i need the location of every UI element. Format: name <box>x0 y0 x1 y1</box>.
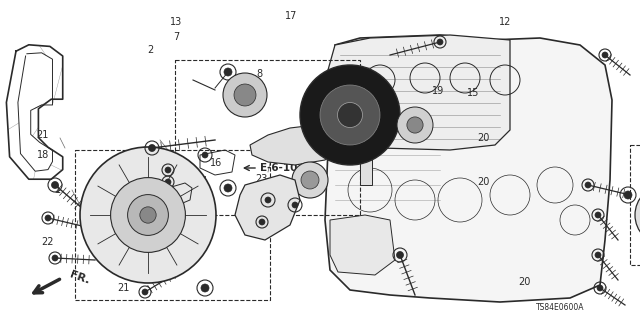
Circle shape <box>595 252 601 258</box>
Circle shape <box>165 167 171 173</box>
Bar <box>75 150 270 300</box>
Text: 15: 15 <box>467 88 480 98</box>
Circle shape <box>407 117 423 133</box>
Circle shape <box>320 85 380 145</box>
Polygon shape <box>328 35 510 150</box>
Text: 16: 16 <box>209 158 222 168</box>
Circle shape <box>224 184 232 192</box>
Text: 7: 7 <box>173 32 179 42</box>
Text: 6: 6 <box>234 105 240 116</box>
Text: 2: 2 <box>147 44 154 55</box>
Circle shape <box>111 178 186 252</box>
Polygon shape <box>235 175 300 240</box>
Text: 3: 3 <box>186 166 192 176</box>
Circle shape <box>51 181 58 188</box>
Text: 5: 5 <box>195 224 202 234</box>
Text: E-6-10: E-6-10 <box>260 163 298 173</box>
Circle shape <box>52 255 58 261</box>
Circle shape <box>202 152 208 158</box>
Text: 11: 11 <box>144 200 157 210</box>
Text: 23: 23 <box>255 174 268 184</box>
Circle shape <box>301 171 319 189</box>
Circle shape <box>624 191 632 199</box>
Circle shape <box>127 195 168 236</box>
Text: 17: 17 <box>285 11 298 21</box>
Text: 8: 8 <box>256 68 262 79</box>
Circle shape <box>635 185 640 245</box>
Text: 20: 20 <box>518 276 531 287</box>
Text: FR.: FR. <box>68 270 91 286</box>
Text: 20: 20 <box>477 132 490 143</box>
Text: 19: 19 <box>432 86 445 96</box>
Text: TS84E0600A: TS84E0600A <box>536 303 584 312</box>
Text: 9: 9 <box>136 188 143 199</box>
Circle shape <box>585 182 591 188</box>
Circle shape <box>148 145 156 151</box>
Text: 4: 4 <box>96 217 102 228</box>
Circle shape <box>259 219 265 225</box>
Text: 16: 16 <box>104 222 117 232</box>
Circle shape <box>437 39 443 45</box>
Polygon shape <box>250 125 335 165</box>
Circle shape <box>201 284 209 292</box>
Text: 22: 22 <box>42 236 54 247</box>
Text: 18: 18 <box>37 150 50 160</box>
Circle shape <box>597 285 603 291</box>
Text: 20: 20 <box>287 137 300 148</box>
Circle shape <box>234 84 256 106</box>
Circle shape <box>292 162 328 198</box>
Text: 10: 10 <box>122 155 134 165</box>
Circle shape <box>223 73 267 117</box>
Text: 14: 14 <box>154 236 166 247</box>
Text: 21: 21 <box>36 130 49 140</box>
Circle shape <box>397 252 403 259</box>
Circle shape <box>224 68 232 76</box>
Text: 24: 24 <box>195 176 208 186</box>
Polygon shape <box>325 35 612 302</box>
Circle shape <box>300 65 400 165</box>
Text: 12: 12 <box>499 17 512 28</box>
Circle shape <box>292 202 298 208</box>
Text: 1: 1 <box>54 185 61 196</box>
Circle shape <box>265 197 271 203</box>
Text: 21: 21 <box>117 283 130 293</box>
Text: 13: 13 <box>170 17 182 28</box>
Circle shape <box>337 102 362 127</box>
Polygon shape <box>330 215 395 275</box>
Text: 16: 16 <box>104 203 117 213</box>
Bar <box>630 145 640 265</box>
Circle shape <box>140 207 156 223</box>
Circle shape <box>45 215 51 221</box>
Circle shape <box>142 289 148 295</box>
Circle shape <box>80 147 216 283</box>
Circle shape <box>602 52 608 58</box>
Circle shape <box>165 179 171 185</box>
Circle shape <box>397 107 433 143</box>
Bar <box>175 60 360 215</box>
Bar <box>360 155 372 185</box>
Text: 20: 20 <box>477 177 490 188</box>
Circle shape <box>595 212 601 218</box>
